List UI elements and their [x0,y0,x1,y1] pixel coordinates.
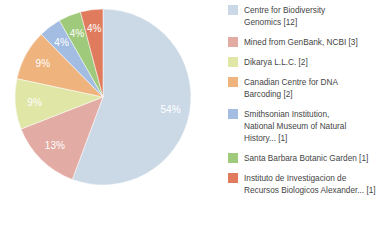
legend-label-line: Mined from GenBank, NCBI [3] [244,38,358,47]
data-label: 4% [87,23,102,34]
data-label: 9% [36,58,51,69]
legend-label-line: Smithsonian Institution, [244,110,329,119]
legend-label: Santa Barbara Botanic Garden [1] [244,154,368,163]
data-label: 9% [27,97,42,108]
pie [15,9,191,185]
legend: Centre for Biodiversity Genomics [12] Mine… [228,5,376,195]
legend-label: Mined from GenBank, NCBI [3] [244,38,358,47]
legend-swatch [228,57,238,67]
legend-label-line: Barcoding [2] [244,90,293,99]
legend-label-line: National Museum of Natural [244,122,346,131]
legend-label: Dikarya L.L.C. [2] [244,58,308,67]
pie-slice [80,9,103,97]
data-label: 54% [161,104,181,115]
legend-label: Instituto de Investigacion de Recursos Bi… [244,174,376,195]
data-label: 13% [45,140,65,151]
legend-label-line: Dikarya L.L.C. [2] [244,58,308,67]
data-label: 4% [70,28,85,39]
legend-label-line: Canadian Centre for DNA [244,78,339,87]
data-label: 4% [54,37,69,48]
chart: 54%13%9%9%4%4%4%Centre for BiodiversityG… [0,0,380,240]
legend-label-line: Centre for Biodiversity [244,6,326,15]
legend-label-line: Genomics [12] [244,18,297,27]
legend-swatch [228,153,238,163]
legend-label-line: History... [1] [244,134,287,143]
legend-swatch [228,173,238,183]
legend-label: Smithsonian Institution, National Museum … [244,110,346,143]
legend-label-line: Recursos Biologicos Alexander... [1] [244,186,376,195]
legend-label-line: Santa Barbara Botanic Garden [1] [244,154,368,163]
legend-swatch [228,37,238,47]
legend-swatch [228,77,238,87]
legend-label: Centre for Biodiversity Genomics [12] [244,6,326,27]
legend-swatch [228,5,238,15]
legend-label: Canadian Centre for DNA Barcoding [2] [244,78,339,99]
data-labels: 54%13%9%9%4%4%4% [27,23,180,151]
legend-label-line: Instituto de Investigacion de [244,174,347,183]
legend-swatch [228,109,238,119]
